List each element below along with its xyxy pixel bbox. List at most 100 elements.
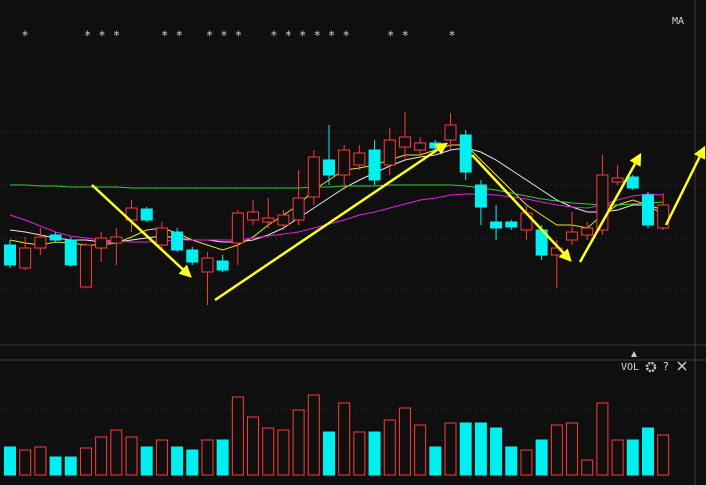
close-icon[interactable] [677, 361, 687, 371]
candle-body [444, 124, 457, 141]
candle-body [34, 236, 47, 249]
candle-body [368, 149, 381, 181]
volume-bar [201, 439, 214, 476]
candle-body [520, 212, 533, 231]
volume-bar [171, 446, 184, 476]
candle-body [490, 221, 503, 229]
volume-bar [490, 427, 503, 476]
volume-bar [338, 402, 351, 476]
volume-bar [353, 431, 366, 476]
volume-bar [626, 439, 639, 476]
flag-marker: * * * * * * [270, 29, 349, 43]
candle-body [201, 257, 214, 273]
volume-bar [4, 446, 16, 476]
candle-body [292, 197, 305, 221]
volume-bar [459, 422, 472, 476]
volume-bar [535, 439, 548, 476]
volume-bar [262, 427, 275, 476]
volume-bar [277, 429, 290, 476]
candle-body [231, 212, 244, 244]
volume-bar [429, 446, 442, 476]
volume-bar [322, 431, 335, 476]
candle-body [474, 184, 487, 208]
candle-body [641, 194, 654, 226]
candle-body [596, 174, 609, 231]
candle-body [626, 176, 639, 189]
candle-body [79, 244, 92, 288]
vol-label[interactable]: VOL [621, 362, 639, 373]
volume-bar [186, 449, 199, 476]
volume-bar [383, 419, 396, 476]
flag-marker: * * * [84, 29, 120, 43]
collapse-icon[interactable] [631, 351, 637, 357]
volume-bar [368, 431, 381, 476]
candle-body [322, 159, 335, 176]
candle-body [383, 139, 396, 166]
volume-bar [307, 394, 320, 476]
candle-body [110, 236, 123, 244]
volume-bar [520, 449, 533, 476]
candle-body [611, 177, 624, 183]
candle-body [4, 244, 16, 266]
candle-body [247, 211, 260, 221]
flag-marker: * [448, 29, 455, 43]
volume-bar [155, 439, 168, 476]
candle-body [505, 221, 518, 228]
candle-body [64, 239, 77, 266]
candle-body [353, 152, 366, 166]
candle-body [171, 231, 184, 251]
volume-bar [49, 456, 62, 476]
volume-bar [292, 409, 305, 476]
candle-body [277, 214, 290, 226]
volume-bar [95, 436, 108, 476]
volume-bar [247, 416, 260, 476]
settings-icon[interactable] [645, 361, 657, 373]
volume-bar [231, 396, 244, 476]
volume-bar [444, 422, 457, 476]
help-icon[interactable]: ? [663, 360, 669, 373]
candle-body [155, 227, 168, 246]
candle-body [95, 237, 108, 249]
candle-body [398, 136, 411, 148]
volume-bar [550, 424, 563, 476]
ma-label: MA [672, 16, 684, 27]
candle-body [262, 217, 275, 223]
volume-bar [34, 446, 47, 476]
volume-bar [611, 439, 624, 476]
candle-body [338, 149, 351, 176]
volume-bar [596, 402, 609, 476]
volume-bar [641, 427, 654, 476]
trend-arrows [91, 142, 706, 302]
flag-marker: * * [387, 29, 409, 43]
volume-bar [140, 446, 153, 476]
candle-body [566, 231, 579, 241]
candle-body [49, 234, 62, 241]
volume-bar [398, 407, 411, 476]
volume-bar [216, 439, 229, 476]
flag-marker: * [21, 29, 28, 43]
candle-body [307, 156, 320, 198]
candle-body [581, 227, 594, 236]
volume-bar [505, 446, 518, 476]
moving-average [10, 184, 664, 206]
flag-marker: * * [161, 29, 183, 43]
candle-body [19, 247, 32, 269]
volume-bar [566, 422, 579, 476]
volume-bar [19, 449, 32, 476]
volume-bar [64, 456, 77, 476]
candle-body [459, 134, 472, 173]
volume-bar [79, 447, 92, 476]
volume-bar [657, 434, 670, 476]
candle-body [414, 142, 427, 151]
volume-bar [581, 459, 594, 476]
candle-body [140, 208, 153, 221]
candle-body [216, 260, 229, 271]
flag-marker: * * * [206, 29, 242, 43]
volume-panel [4, 394, 670, 476]
volume-bar [110, 429, 123, 476]
candle-body [657, 204, 670, 229]
volume-bar [414, 424, 427, 476]
volume-bar [474, 422, 487, 476]
candle-body [186, 249, 199, 263]
